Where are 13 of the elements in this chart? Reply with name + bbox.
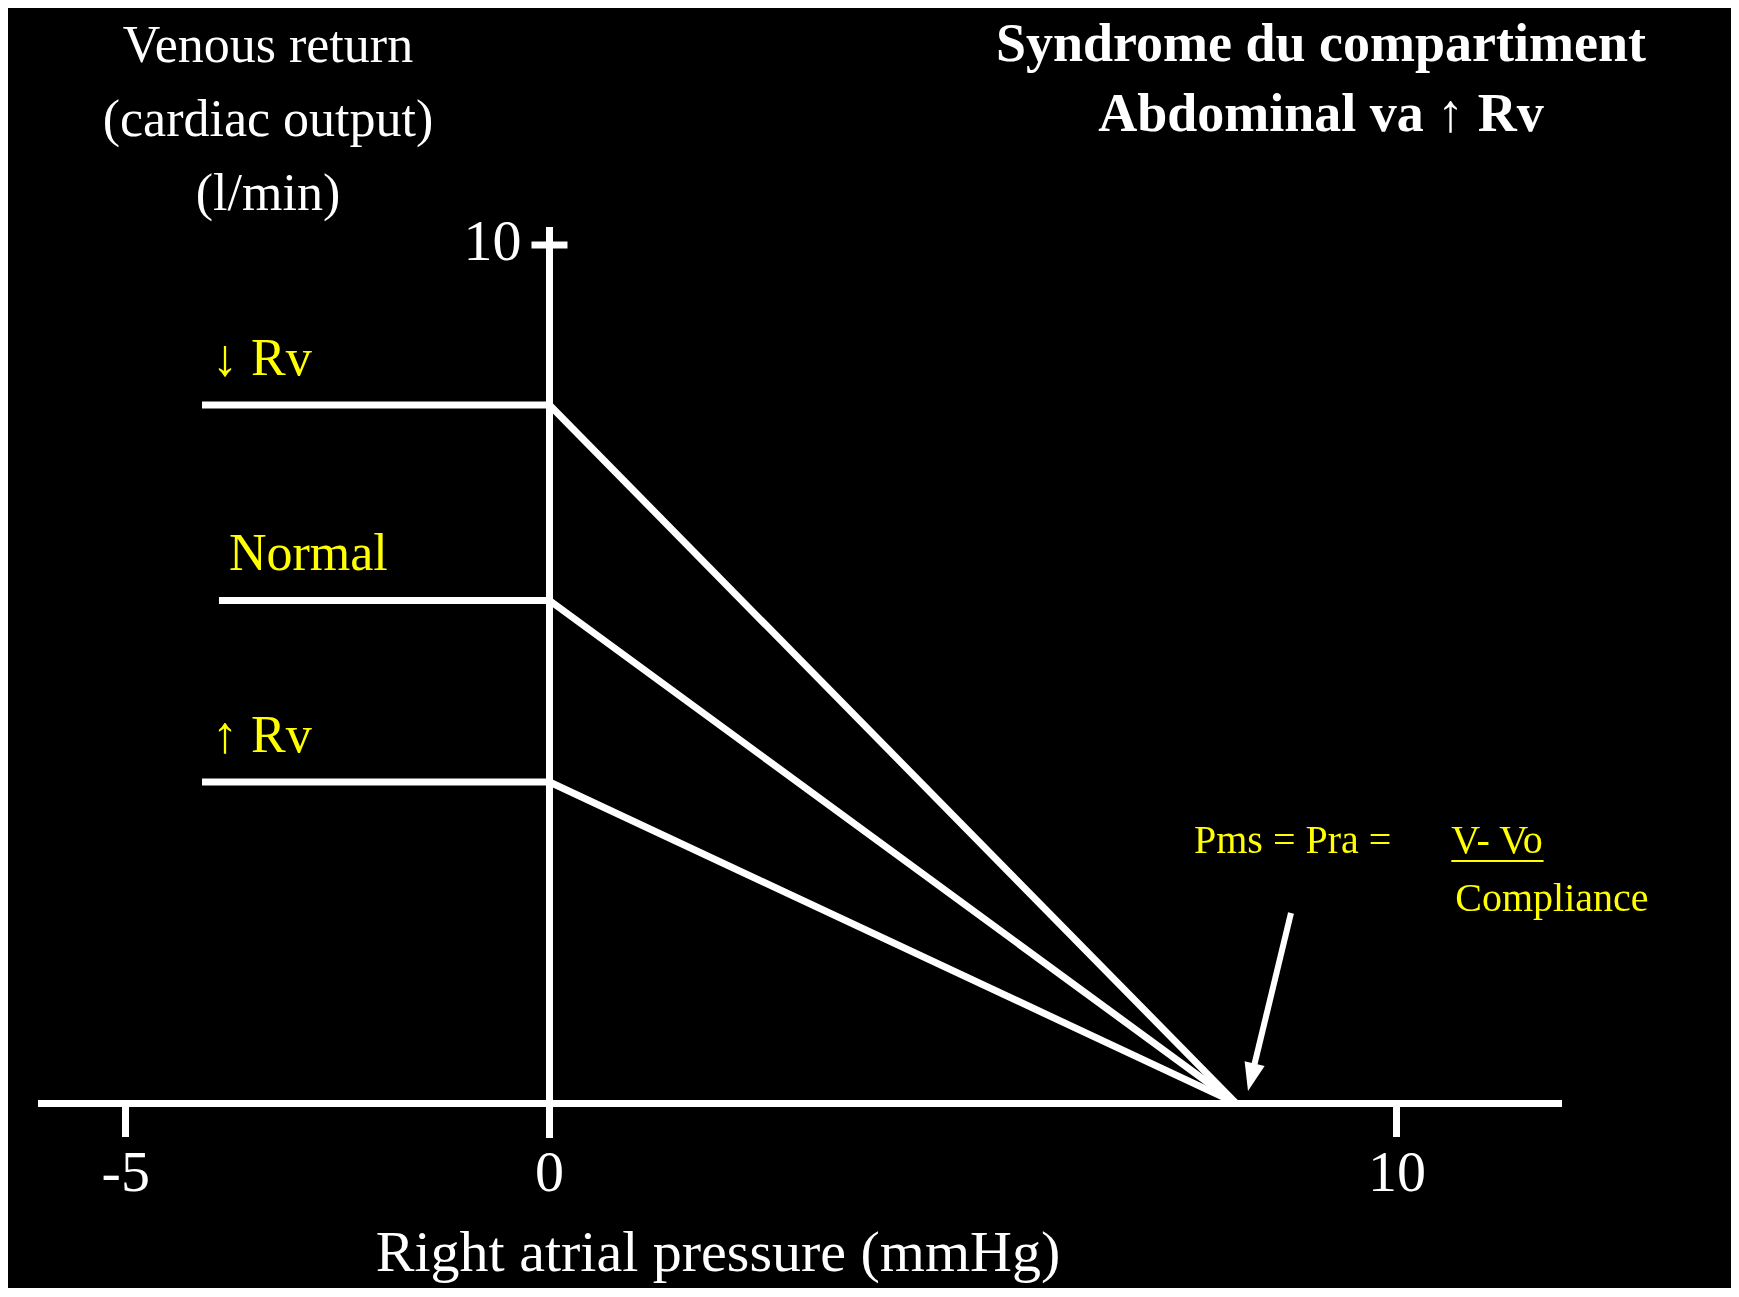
text: 10 <box>463 208 522 274</box>
x-axis-title: Right atrial pressure (mmHg) <box>374 1219 1062 1284</box>
annotation: Compliance <box>1455 875 1649 921</box>
chart-title: Syndrome du compartiment Abdominal va ↑ Rv <box>995 12 1647 146</box>
annotation: V- Vo <box>1451 817 1543 863</box>
series-label: ↑ Rv <box>212 705 312 763</box>
series-label: Normal <box>228 524 388 582</box>
x-tick-label: -5 <box>101 1139 150 1205</box>
x-tick-label: 0 <box>534 1139 564 1205</box>
x-tick-label: 10 <box>1367 1139 1426 1205</box>
y-axis-title: Venous return (cardiac output) (l/min) <box>102 16 434 221</box>
series-label: ↓ Rv <box>212 329 312 387</box>
annotation: Pms = Pra = <box>1193 817 1392 863</box>
